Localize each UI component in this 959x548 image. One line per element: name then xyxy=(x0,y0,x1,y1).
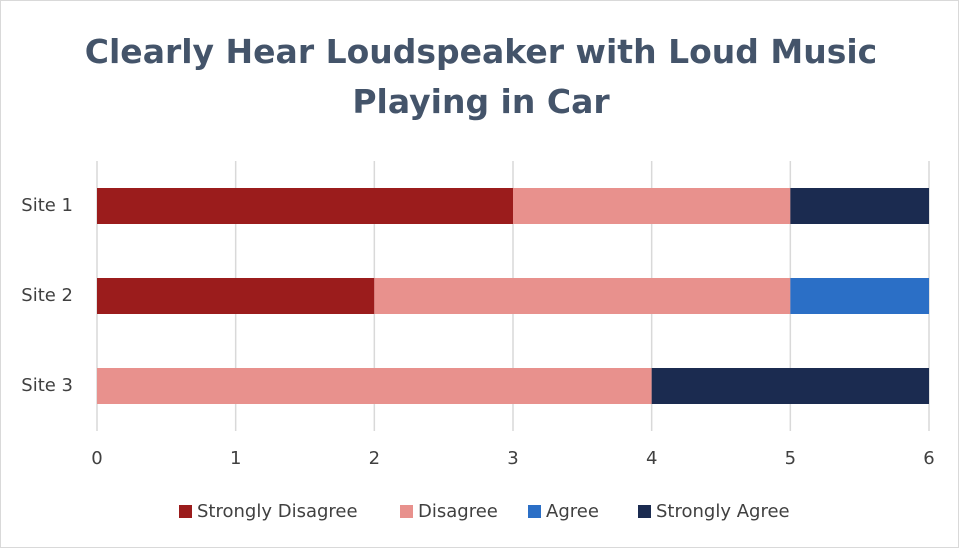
chart-title: Clearly Hear Loudspeaker with Loud Music… xyxy=(84,32,878,121)
legend-label: Disagree xyxy=(418,501,498,522)
bar-segment xyxy=(97,278,375,314)
legend-label: Strongly Agree xyxy=(656,501,790,522)
bar-segment xyxy=(97,368,652,404)
legend-label: Agree xyxy=(546,501,599,522)
bar-segment xyxy=(790,188,929,224)
x-tick-label: 4 xyxy=(646,448,657,469)
bar-segment xyxy=(651,368,929,404)
x-tick-label: 5 xyxy=(785,448,796,469)
y-tick-label: Site 3 xyxy=(21,375,73,396)
legend-swatch xyxy=(179,505,192,518)
bar-segment xyxy=(790,278,929,314)
x-tick-label: 1 xyxy=(230,448,241,469)
legend-swatch xyxy=(638,505,651,518)
x-tick-label: 0 xyxy=(91,448,102,469)
x-tick-label: 3 xyxy=(507,448,518,469)
bar-segment xyxy=(513,188,791,224)
bar-segment xyxy=(374,278,791,314)
bar-segment xyxy=(97,188,513,224)
y-tick-label: Site 1 xyxy=(21,195,73,216)
x-tick-label: 2 xyxy=(369,448,380,469)
y-tick-label: Site 2 xyxy=(21,285,73,306)
legend-label: Strongly Disagree xyxy=(197,501,358,522)
x-tick-label: 6 xyxy=(923,448,934,469)
legend-swatch xyxy=(400,505,413,518)
legend-swatch xyxy=(528,505,541,518)
